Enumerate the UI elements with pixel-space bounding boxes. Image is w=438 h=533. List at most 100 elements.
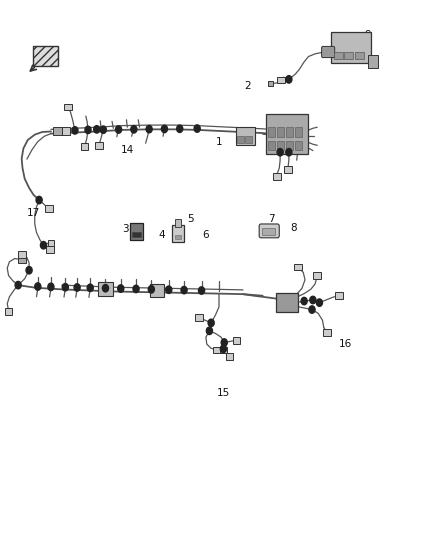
FancyBboxPatch shape xyxy=(45,205,53,212)
Circle shape xyxy=(310,296,316,304)
FancyBboxPatch shape xyxy=(276,293,297,312)
Circle shape xyxy=(166,286,172,294)
FancyBboxPatch shape xyxy=(172,225,184,242)
FancyBboxPatch shape xyxy=(226,353,233,360)
FancyBboxPatch shape xyxy=(286,141,293,150)
Circle shape xyxy=(286,149,292,156)
FancyBboxPatch shape xyxy=(262,228,276,235)
Circle shape xyxy=(181,286,187,294)
FancyBboxPatch shape xyxy=(321,46,335,58)
Text: 14: 14 xyxy=(121,144,134,155)
Circle shape xyxy=(102,285,109,292)
FancyBboxPatch shape xyxy=(64,103,72,110)
Circle shape xyxy=(94,126,100,133)
FancyBboxPatch shape xyxy=(48,240,54,246)
FancyBboxPatch shape xyxy=(331,32,371,63)
Circle shape xyxy=(15,281,21,289)
Text: 9: 9 xyxy=(364,30,371,41)
Circle shape xyxy=(221,339,227,346)
Circle shape xyxy=(177,125,183,133)
FancyBboxPatch shape xyxy=(344,52,353,59)
Text: 2: 2 xyxy=(244,81,251,91)
Circle shape xyxy=(62,284,68,291)
FancyBboxPatch shape xyxy=(220,347,227,353)
Circle shape xyxy=(146,125,152,133)
Circle shape xyxy=(277,149,283,156)
Text: 3: 3 xyxy=(122,224,128,235)
FancyBboxPatch shape xyxy=(323,329,331,336)
FancyBboxPatch shape xyxy=(237,136,244,143)
FancyBboxPatch shape xyxy=(368,55,378,68)
FancyBboxPatch shape xyxy=(268,127,276,137)
Circle shape xyxy=(87,284,93,292)
FancyBboxPatch shape xyxy=(284,166,292,173)
FancyBboxPatch shape xyxy=(313,272,321,279)
Circle shape xyxy=(40,241,46,249)
FancyBboxPatch shape xyxy=(355,52,364,59)
FancyBboxPatch shape xyxy=(130,223,143,240)
FancyBboxPatch shape xyxy=(268,141,276,150)
FancyBboxPatch shape xyxy=(334,52,343,59)
Circle shape xyxy=(85,126,91,134)
FancyBboxPatch shape xyxy=(233,337,240,344)
Circle shape xyxy=(131,126,137,133)
FancyBboxPatch shape xyxy=(277,77,285,83)
Circle shape xyxy=(208,319,214,327)
FancyBboxPatch shape xyxy=(286,127,293,137)
Circle shape xyxy=(301,297,307,305)
FancyBboxPatch shape xyxy=(259,224,279,238)
FancyBboxPatch shape xyxy=(273,173,281,180)
Text: 5: 5 xyxy=(187,214,194,224)
Text: 15: 15 xyxy=(217,388,230,398)
Circle shape xyxy=(48,283,54,290)
FancyBboxPatch shape xyxy=(81,143,88,150)
Text: 7: 7 xyxy=(268,214,275,224)
FancyBboxPatch shape xyxy=(5,309,12,315)
Circle shape xyxy=(36,196,42,204)
Circle shape xyxy=(72,127,78,134)
Circle shape xyxy=(116,126,122,133)
FancyBboxPatch shape xyxy=(18,256,25,263)
Circle shape xyxy=(198,287,205,294)
Text: 6: 6 xyxy=(203,230,209,240)
FancyBboxPatch shape xyxy=(268,81,273,86)
Circle shape xyxy=(148,286,154,293)
Circle shape xyxy=(206,327,212,335)
FancyBboxPatch shape xyxy=(53,127,62,135)
FancyBboxPatch shape xyxy=(294,141,301,150)
Text: 8: 8 xyxy=(290,223,297,233)
Text: 4: 4 xyxy=(159,230,166,240)
Circle shape xyxy=(118,285,124,292)
Circle shape xyxy=(133,285,139,293)
FancyBboxPatch shape xyxy=(150,284,164,297)
Circle shape xyxy=(26,266,32,274)
Circle shape xyxy=(161,125,167,133)
Circle shape xyxy=(74,284,80,291)
FancyBboxPatch shape xyxy=(60,127,70,135)
FancyBboxPatch shape xyxy=(213,346,221,353)
FancyBboxPatch shape xyxy=(195,314,203,321)
FancyBboxPatch shape xyxy=(95,142,103,149)
Circle shape xyxy=(309,306,315,313)
FancyBboxPatch shape xyxy=(277,127,284,137)
FancyBboxPatch shape xyxy=(277,141,284,150)
FancyBboxPatch shape xyxy=(98,282,113,296)
FancyBboxPatch shape xyxy=(293,264,301,270)
Circle shape xyxy=(220,345,226,353)
Circle shape xyxy=(316,299,322,306)
FancyBboxPatch shape xyxy=(236,127,255,146)
FancyBboxPatch shape xyxy=(294,127,301,137)
Circle shape xyxy=(100,126,106,133)
Text: 16: 16 xyxy=(339,338,352,349)
FancyBboxPatch shape xyxy=(32,46,58,66)
FancyBboxPatch shape xyxy=(18,251,25,258)
FancyBboxPatch shape xyxy=(175,219,181,227)
Circle shape xyxy=(35,283,41,290)
FancyBboxPatch shape xyxy=(132,232,141,237)
Circle shape xyxy=(286,76,292,83)
FancyBboxPatch shape xyxy=(175,235,181,239)
FancyBboxPatch shape xyxy=(335,292,343,299)
FancyBboxPatch shape xyxy=(46,246,53,253)
FancyBboxPatch shape xyxy=(266,115,307,154)
Circle shape xyxy=(194,125,200,132)
